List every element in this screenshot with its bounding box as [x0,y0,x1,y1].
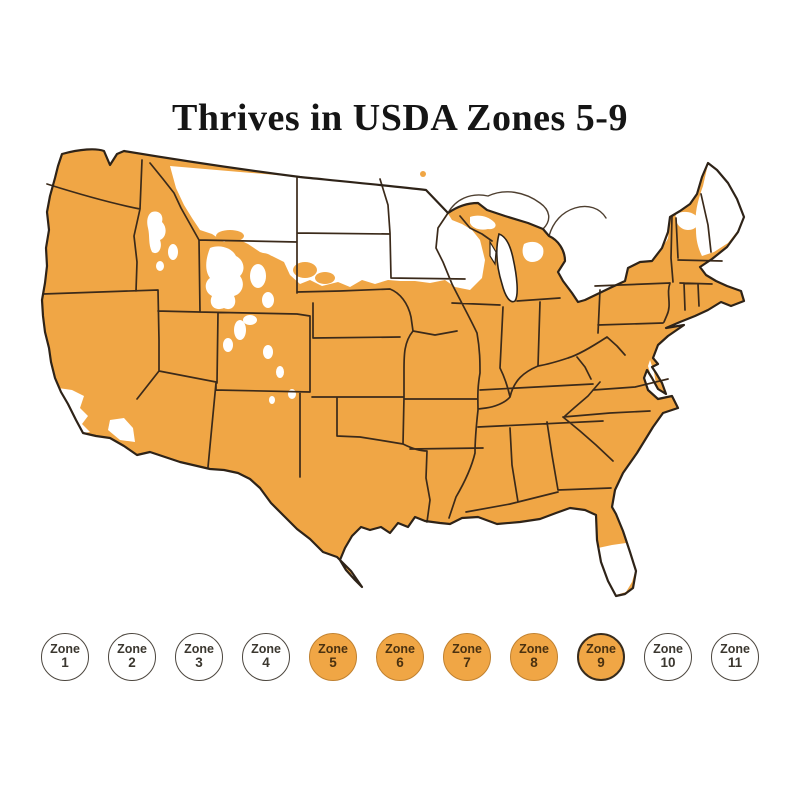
region-chesapeake-bay [648,360,656,384]
region-upper-michigan [470,215,496,230]
region-north-lower-michigan [522,241,544,262]
zone-word: Zone [318,642,348,657]
region-colorado-rockies [263,345,273,359]
zone-word: Zone [720,642,750,657]
zone-number: 10 [660,655,676,671]
region-north-vt-nh [675,211,699,230]
zone-number: 8 [530,655,538,671]
lake-superior-north-shore [447,191,550,230]
region-maine-north [695,164,744,256]
zone-number: 11 [727,655,743,671]
lake-michigan [489,232,518,303]
zone-number: 1 [61,655,69,671]
map-thrive-patches [216,171,426,284]
zone-number: 6 [396,655,404,671]
zone-number: 5 [329,655,337,671]
zone-badge-5: Zone 5 [309,633,357,681]
region-northern-plains [170,166,485,290]
canada-border-hints [447,191,607,237]
zone-word: Zone [184,642,214,657]
zone-word: Zone [519,642,549,657]
zone-word: Zone [653,642,683,657]
region-wyoming-rockies [205,246,244,310]
region-yuma [108,418,135,442]
region-south-texas-tip [350,567,365,585]
zone-number: 3 [195,655,203,671]
zone-badge-11: Zone 11 [711,633,759,681]
map-state-borders [42,159,723,523]
zone-word: Zone [586,642,616,657]
zone-badge-1: Zone 1 [41,633,89,681]
zone-number: 9 [597,655,605,671]
zone-badge-3: Zone 3 [175,633,223,681]
zone-word: Zone [452,642,482,657]
zone-word: Zone [117,642,147,657]
zone-word: Zone [50,642,80,657]
green-bay [489,239,497,266]
map-nonthrive-regions [58,164,744,595]
region-idaho-mountains [147,211,166,254]
zone-word: Zone [385,642,415,657]
zone-badge-4: Zone 4 [242,633,290,681]
zone-badge-10: Zone 10 [644,633,692,681]
zone-badge-row: Zone 1 Zone 2 Zone 3 Zone 4 Zone 5 Zone 6 Zone… [0,633,800,681]
zone-word: Zone [251,642,281,657]
map-coastline [40,148,746,598]
zone-badge-6: Zone 6 [376,633,424,681]
region-adirondacks [610,220,669,253]
zone-badge-8: Zone 8 [510,633,558,681]
zone-badge-9: Zone 9 [577,633,625,681]
zone-badge-7: Zone 7 [443,633,491,681]
page-title: Thrives in USDA Zones 5-9 [172,97,628,139]
zone-number: 2 [128,655,136,671]
zone-number: 7 [463,655,471,671]
zone-number: 4 [262,655,270,671]
georgian-bay-shore [548,205,607,237]
zone-badge-2: Zone 2 [108,633,156,681]
